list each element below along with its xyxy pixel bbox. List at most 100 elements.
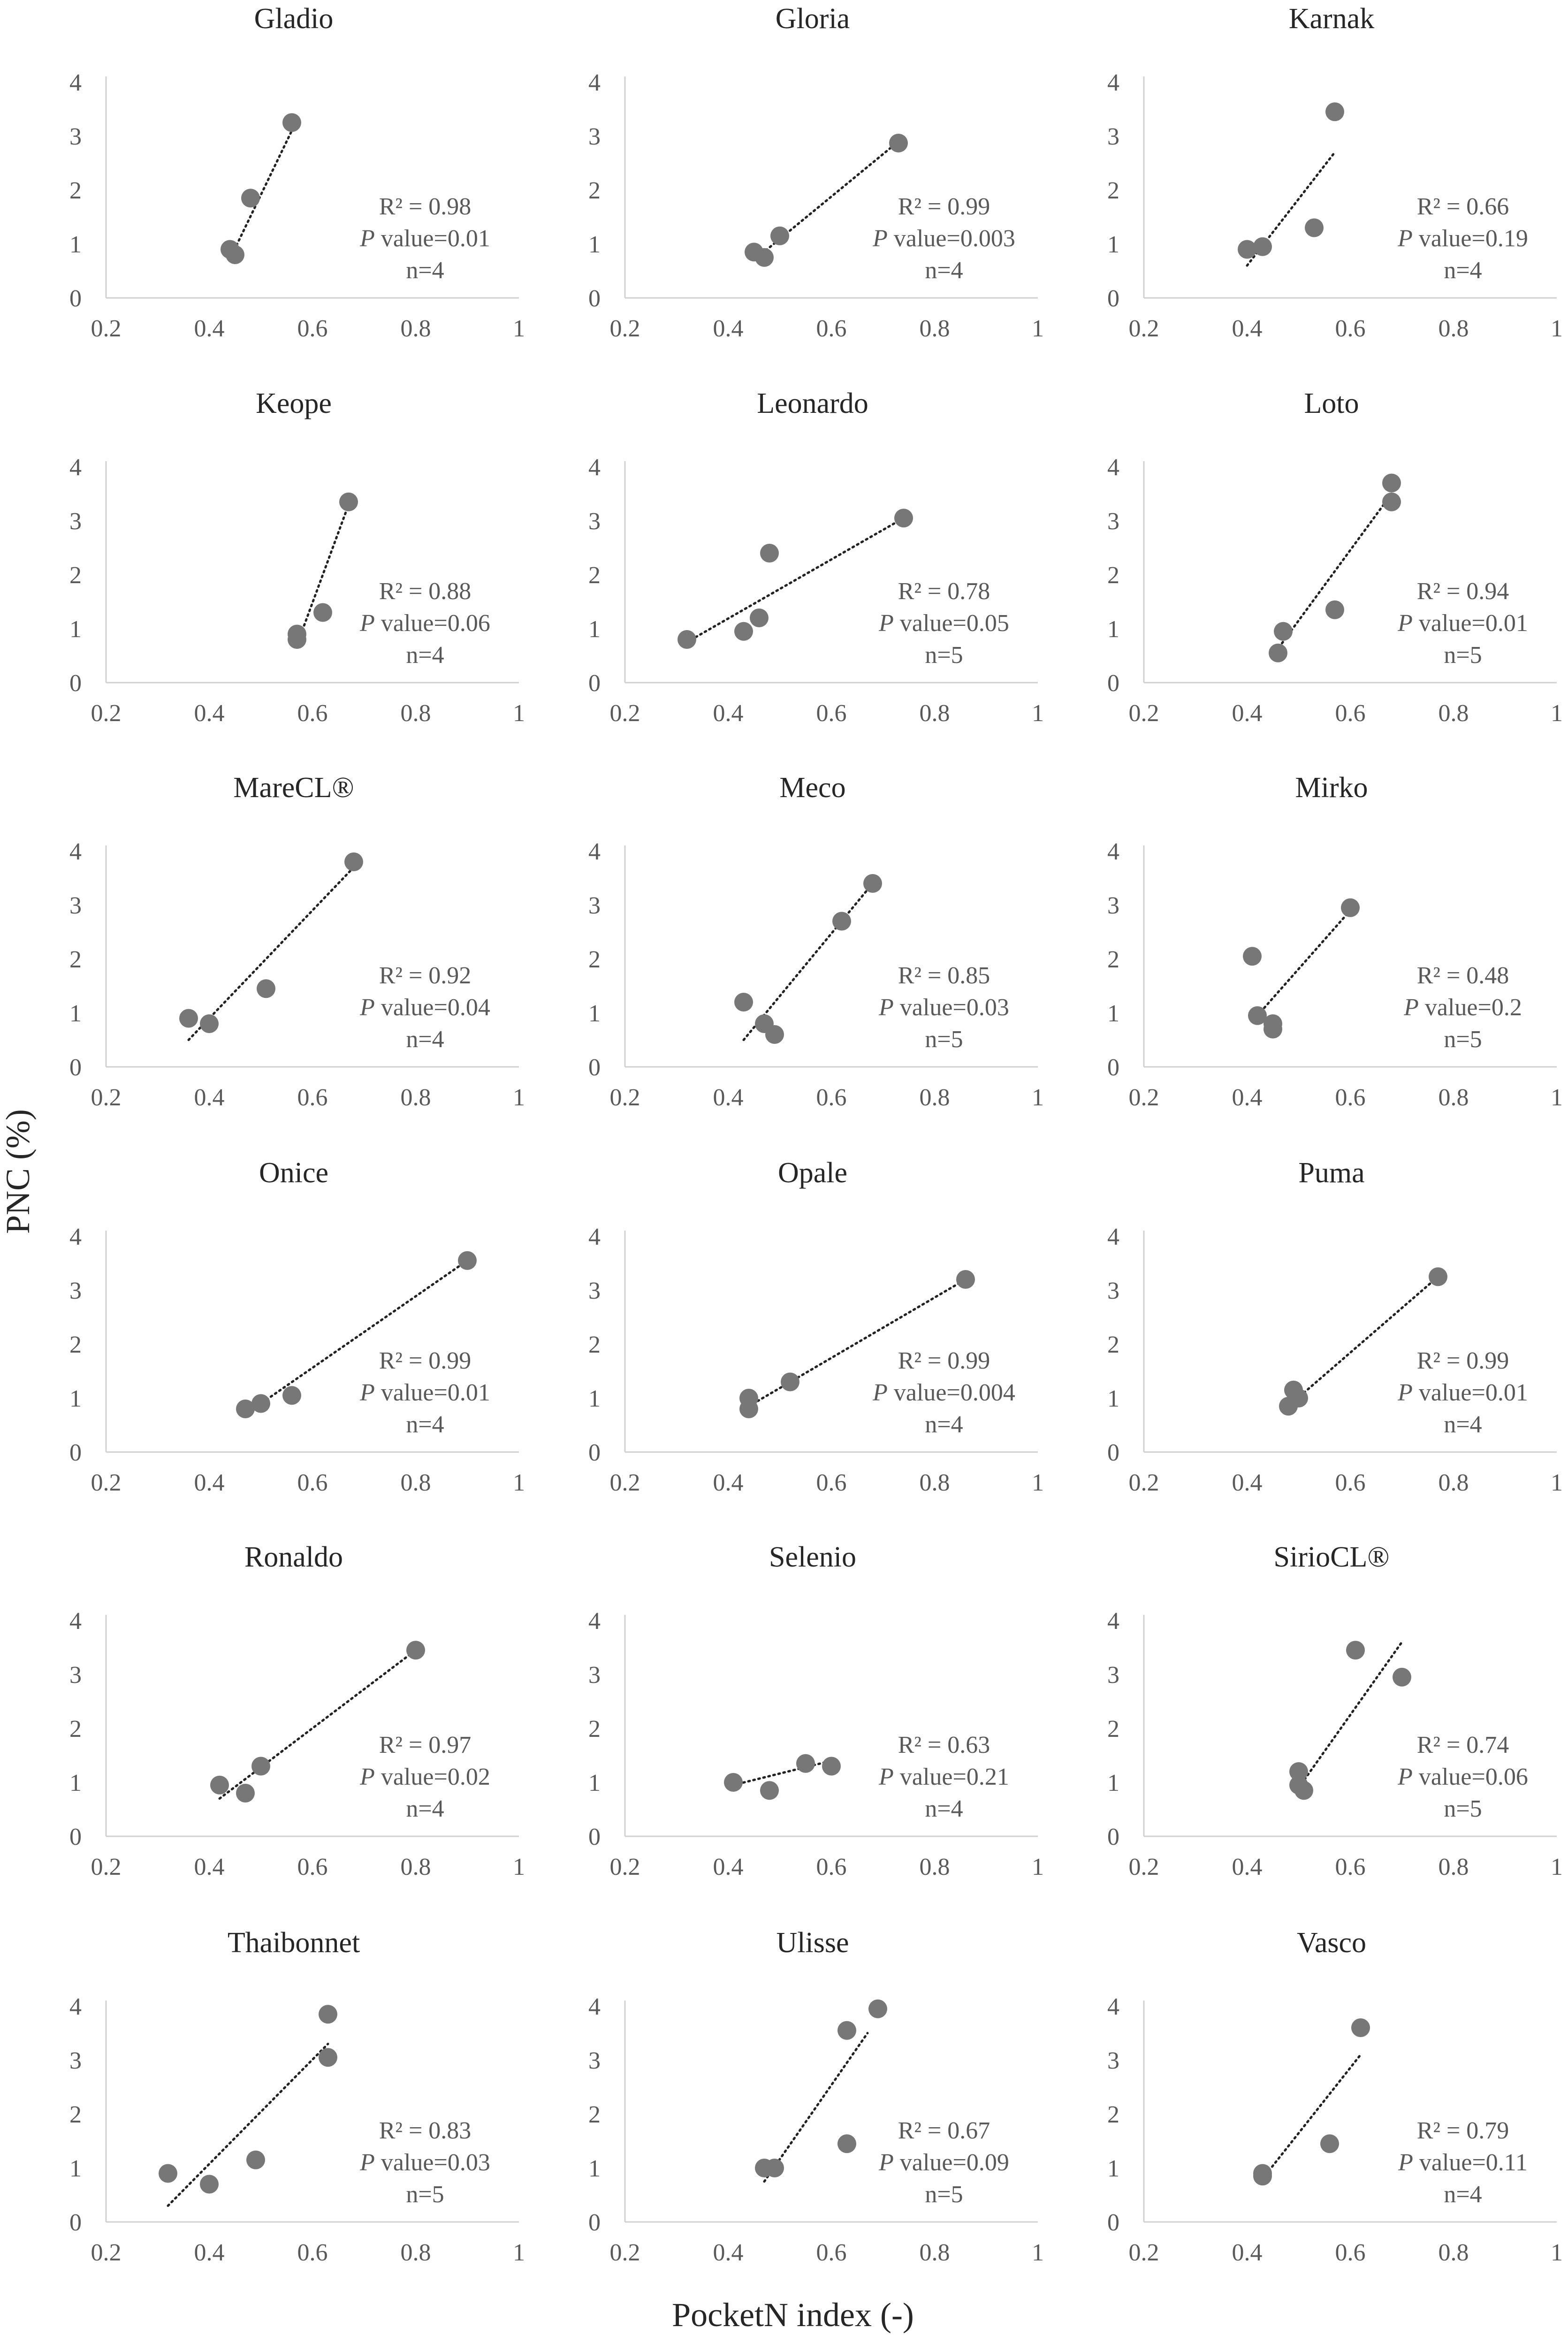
- x-tick-label: 0.8: [920, 315, 950, 342]
- x-tick-label: 0.8: [920, 700, 950, 727]
- panel-title: Ronaldo: [244, 1541, 343, 1573]
- y-tick-label: 4: [588, 1608, 601, 1635]
- y-tick-label: 2: [69, 1716, 82, 1742]
- p-value-label: P value=0.01: [359, 225, 490, 252]
- p-value-text: value=0.03: [894, 994, 1009, 1021]
- r-squared-label: R² = 0.99: [898, 1347, 990, 1374]
- x-tick-label: 0.8: [401, 1854, 431, 1880]
- y-tick-label: 3: [69, 123, 82, 150]
- x-tick-label: 1: [1032, 1854, 1044, 1880]
- y-tick-label: 1: [69, 1000, 82, 1027]
- data-point: [319, 2005, 337, 2024]
- y-tick-label: 0: [69, 2209, 82, 2236]
- data-point: [1325, 102, 1344, 122]
- data-point: [288, 630, 306, 649]
- data-point: [765, 1025, 784, 1044]
- x-tick-label: 0.8: [401, 2239, 431, 2266]
- x-tick-label: 0.6: [816, 1084, 847, 1111]
- x-tick-label: 0.6: [1335, 2239, 1366, 2266]
- y-tick-label: 0: [69, 285, 82, 312]
- p-value-text: value=0.06: [375, 610, 490, 637]
- y-tick-label: 1: [1107, 616, 1119, 643]
- y-tick-label: 0: [69, 1824, 82, 1850]
- r-squared-label: R² = 0.97: [379, 1732, 472, 1758]
- panel-title: Keope: [256, 388, 332, 419]
- sample-size-label: n=4: [406, 257, 444, 284]
- x-tick-label: 1: [1551, 1469, 1563, 1496]
- data-point: [200, 1014, 219, 1033]
- data-point: [1305, 218, 1324, 237]
- r-squared-label: R² = 0.99: [379, 1347, 472, 1374]
- data-point: [200, 2175, 219, 2194]
- y-tick-label: 2: [69, 562, 82, 589]
- data-point: [863, 874, 882, 893]
- panel-title: Loto: [1304, 388, 1359, 419]
- x-tick-label: 0.2: [1129, 700, 1159, 727]
- x-tick-label: 0.4: [713, 1084, 744, 1111]
- data-point: [837, 2021, 856, 2040]
- y-tick-label: 1: [1107, 1000, 1119, 1027]
- p-value-symbol: P: [872, 225, 888, 252]
- y-tick-label: 0: [1107, 1824, 1119, 1850]
- x-tick-label: 0.6: [297, 1469, 328, 1496]
- r-squared-label: R² = 0.99: [1417, 1347, 1509, 1374]
- x-tick-label: 0.6: [1335, 1469, 1366, 1496]
- data-point: [734, 622, 753, 641]
- x-tick-label: 0.4: [713, 1469, 744, 1496]
- panel-title: MareCL®: [233, 772, 354, 804]
- x-tick-label: 0.8: [1439, 1084, 1469, 1111]
- panel-title: Gladio: [254, 3, 334, 35]
- p-value-label: P value=0.06: [359, 610, 490, 637]
- y-tick-label: 0: [1107, 285, 1119, 312]
- r-squared-label: R² = 0.83: [379, 2117, 472, 2144]
- x-tick-label: 0.2: [610, 1469, 640, 1496]
- p-value-label: P value=0.004: [872, 1379, 1015, 1406]
- x-tick-label: 1: [513, 1084, 525, 1111]
- y-tick-label: 0: [69, 670, 82, 697]
- p-value-label: P value=0.02: [359, 1764, 490, 1790]
- y-tick-label: 3: [588, 508, 601, 535]
- y-tick-label: 4: [69, 838, 82, 865]
- p-value-text: value=0.01: [375, 1379, 490, 1406]
- x-tick-label: 0.4: [1232, 1084, 1263, 1111]
- data-point: [868, 1999, 887, 2018]
- p-value-text: value=0.01: [375, 225, 490, 252]
- x-tick-label: 0.6: [297, 700, 328, 727]
- r-squared-label: R² = 0.98: [379, 193, 472, 220]
- x-tick-label: 0.2: [610, 700, 640, 727]
- panel-title: Karnak: [1289, 3, 1374, 35]
- trendline: [244, 1259, 469, 1415]
- panel-title: Onice: [259, 1157, 328, 1189]
- data-point: [1248, 1006, 1267, 1025]
- p-value-symbol: P: [359, 225, 375, 252]
- panel-title: Opale: [778, 1157, 847, 1189]
- data-point: [257, 979, 275, 998]
- y-tick-label: 4: [1107, 1993, 1119, 2020]
- data-point: [179, 1009, 198, 1028]
- x-tick-label: 0.4: [1232, 315, 1263, 342]
- data-point: [734, 993, 753, 1012]
- panel-title: Puma: [1298, 1157, 1364, 1189]
- y-tick-label: 1: [588, 2155, 601, 2182]
- p-value-text: value=0.05: [894, 610, 1009, 637]
- y-tick-label: 3: [588, 2047, 601, 2074]
- p-value-symbol: P: [359, 1764, 375, 1790]
- x-tick-label: 0.8: [1439, 1854, 1469, 1880]
- sample-size-label: n=5: [925, 642, 963, 669]
- p-value-symbol: P: [878, 610, 894, 637]
- data-point: [236, 1784, 255, 1803]
- y-tick-label: 0: [588, 1439, 601, 1466]
- r-squared-label: R² = 0.88: [379, 578, 472, 605]
- data-point: [1294, 1781, 1313, 1800]
- trendline: [763, 2032, 869, 2183]
- x-tick-label: 1: [1032, 2239, 1044, 2266]
- p-value-text: value=0.01: [1413, 610, 1528, 637]
- p-value-text: value=0.2: [1419, 994, 1522, 1021]
- p-value-symbol: P: [878, 2149, 894, 2176]
- x-tick-label: 0.4: [1232, 1854, 1263, 1880]
- x-tick-label: 0.6: [1335, 1084, 1366, 1111]
- data-point: [1351, 2018, 1370, 2037]
